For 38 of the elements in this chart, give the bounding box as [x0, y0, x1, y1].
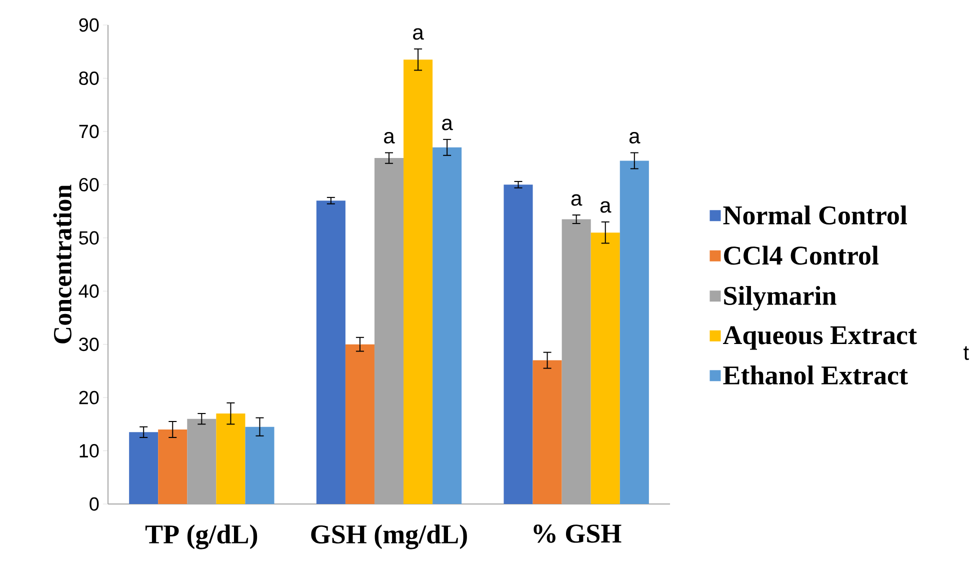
bar [158, 429, 188, 504]
legend-label: CCl4 Control [724, 246, 879, 265]
y-tick-label: 50 [79, 231, 99, 245]
y-tick-label: 80 [79, 71, 99, 85]
y-tick-label: 0 [90, 497, 99, 511]
bar [504, 184, 533, 504]
x-tick-label: GSH (mg/dL) [311, 524, 467, 550]
bar [245, 426, 274, 504]
y-tick-label: 70 [79, 124, 99, 138]
legend-label: Normal Control [723, 206, 908, 225]
bar [216, 414, 246, 504]
x-tick-label: % GSH [534, 524, 622, 543]
legend-label: Aqueous Extract [723, 326, 917, 350]
bar [129, 432, 158, 504]
bar [316, 200, 346, 504]
text: t [964, 346, 969, 360]
bar [620, 160, 649, 504]
data-label: a [413, 28, 424, 40]
y-tick-label: 40 [78, 284, 99, 298]
y-tick-label: 20 [79, 390, 99, 404]
bar [404, 60, 433, 504]
bar [345, 344, 374, 504]
data-label: a [384, 132, 395, 144]
y-axis-title: Concentration [53, 184, 72, 344]
bar [590, 232, 620, 504]
y-tick-label: 10 [80, 444, 99, 458]
y-tick-label: 90 [79, 18, 99, 32]
legend-label: Silymarin [724, 286, 836, 311]
y-tick-label: 60 [79, 178, 99, 192]
bar [532, 360, 562, 504]
bar [432, 147, 462, 504]
legend-label: Ethanol Extract [723, 366, 908, 385]
data-label: a [571, 194, 582, 206]
data-label: a [442, 118, 453, 130]
data-label: a [600, 201, 612, 213]
y-tick-label: 30 [79, 338, 99, 352]
x-tick-label: TP (g/dL) [145, 524, 258, 550]
data-label: a [629, 132, 640, 144]
